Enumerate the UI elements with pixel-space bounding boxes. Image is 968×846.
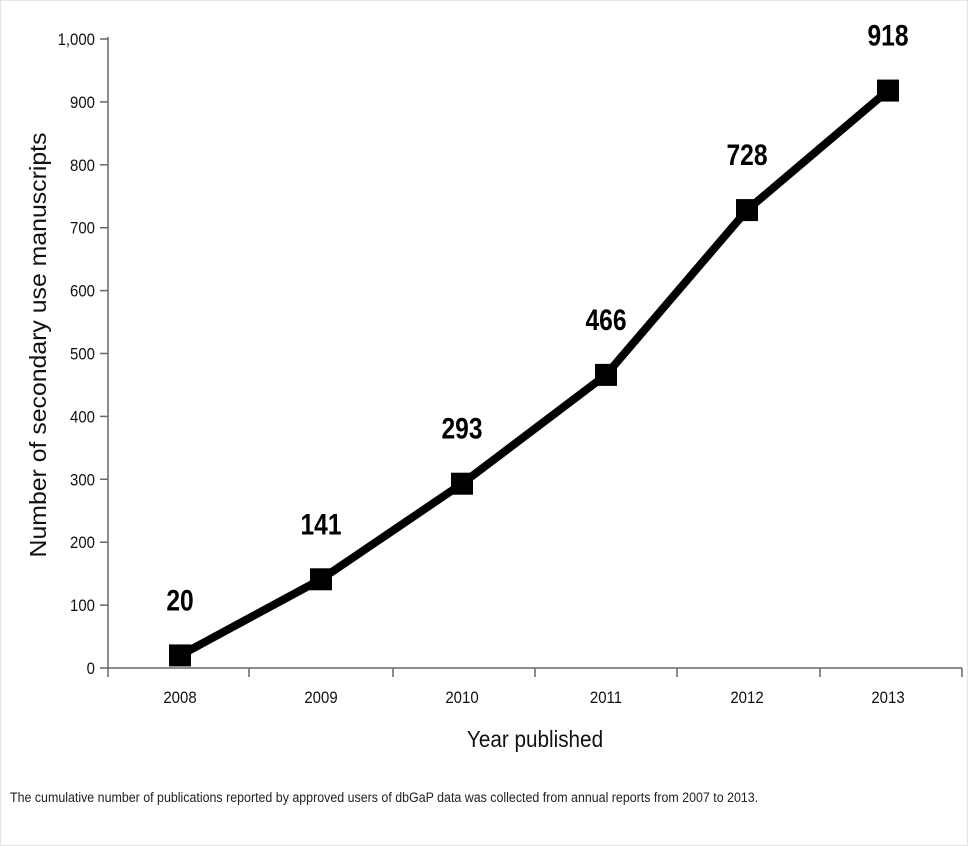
- y-tick-label: 900: [70, 94, 95, 112]
- data-label: 918: [867, 18, 908, 52]
- y-tick-label: 200: [70, 534, 95, 552]
- data-label: 466: [585, 303, 626, 337]
- series-markers: [169, 79, 899, 667]
- y-tick-label: 500: [70, 346, 95, 364]
- y-tick-label: 300: [70, 471, 95, 489]
- data-point-marker: [595, 363, 617, 386]
- x-tick-label: 2012: [730, 689, 763, 707]
- x-tick-label: 2013: [871, 689, 904, 707]
- y-tick-label: 100: [70, 597, 95, 615]
- y-tick-label: 700: [70, 220, 95, 238]
- y-tick-label: 600: [70, 283, 95, 301]
- series-line-path: [178, 87, 891, 659]
- x-tick-label: 2011: [590, 689, 622, 707]
- x-tick-label: 2008: [163, 689, 196, 707]
- data-label: 20: [166, 583, 193, 617]
- data-label: 293: [441, 411, 482, 445]
- y-tick-label: 1,000: [58, 31, 96, 49]
- figure-caption: The cumulative number of publications re…: [10, 790, 759, 805]
- x-tick-label: 2009: [304, 689, 337, 707]
- y-ticks: 0 100 200 300 400 500 600 700 800 900 1,000: [58, 31, 108, 678]
- x-tick-label: 2010: [445, 689, 478, 707]
- data-labels: 20 141 293 466 728 918: [166, 18, 908, 617]
- data-point-marker: [169, 644, 191, 667]
- x-ticks: 2008 2009 2010 2011 2012 2013: [107, 668, 963, 707]
- data-point-marker: [736, 199, 758, 222]
- y-tick-label: 0: [87, 660, 95, 678]
- data-label: 141: [300, 507, 341, 541]
- data-label: 728: [726, 138, 767, 172]
- y-axis-label: Number of secondary use manuscripts: [26, 132, 52, 557]
- y-tick-label: 800: [70, 157, 95, 175]
- series-line: [178, 87, 891, 659]
- x-axis-label: Year published: [467, 726, 603, 752]
- data-point-marker: [451, 472, 473, 495]
- data-point-marker: [877, 79, 899, 102]
- data-point-marker: [310, 568, 332, 591]
- y-tick-label: 400: [70, 409, 95, 427]
